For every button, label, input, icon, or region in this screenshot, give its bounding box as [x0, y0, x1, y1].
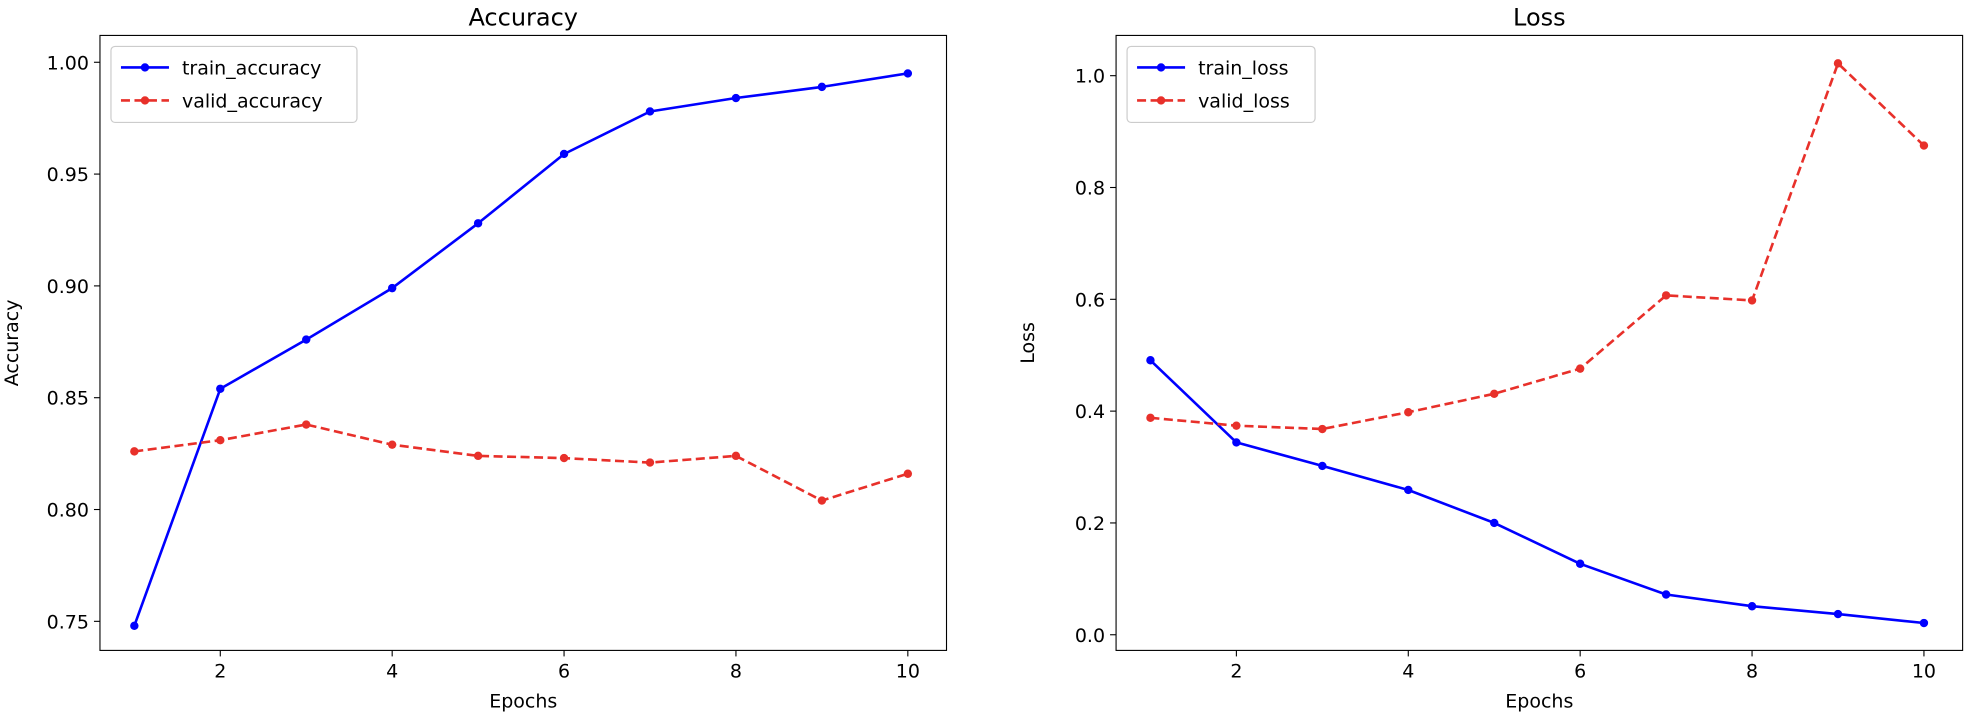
data-point-valid_loss	[1318, 424, 1327, 434]
y-tick-label: 0.90	[47, 276, 89, 298]
data-point-train_accuracy	[731, 93, 741, 103]
series-line-valid_loss	[1150, 62, 1925, 431]
x-tick-label: 4	[1402, 660, 1414, 682]
y-tick-label: 0.6	[1075, 289, 1105, 311]
legend-label-train_loss: train_loss	[1198, 57, 1288, 79]
data-point-train_accuracy	[216, 384, 225, 393]
legend-box	[110, 45, 358, 124]
data-point-valid_accuracy	[817, 496, 827, 505]
series-line-valid_accuracy	[134, 423, 909, 502]
data-point-valid_accuracy	[130, 447, 139, 456]
data-point-train_loss	[1575, 559, 1585, 568]
legend: train_loss valid_loss	[1126, 45, 1316, 124]
y-tick-label: 0.4	[1075, 401, 1105, 423]
series-line-train_loss	[1149, 359, 1925, 625]
x-tick-label: 2	[214, 660, 226, 682]
chart-title: Accuracy	[468, 3, 578, 31]
data-point-train_loss	[1833, 609, 1843, 619]
data-point-train_accuracy	[302, 335, 311, 344]
y-tick-label: 1.00	[47, 52, 89, 74]
chart-title: Loss	[1513, 3, 1566, 31]
x-tick-label: 8	[730, 660, 742, 682]
data-point-train_loss	[1146, 356, 1155, 365]
data-point-valid_accuracy	[559, 453, 569, 463]
y-axis-label: Loss	[1017, 322, 1039, 364]
data-point-valid_accuracy	[302, 420, 311, 429]
data-point-valid_accuracy	[645, 458, 655, 467]
y-tick-label: 0.95	[47, 164, 89, 186]
x-tick-label: 6	[558, 660, 570, 682]
x-tick-label: 10	[896, 660, 920, 682]
data-point-train_loss	[1661, 590, 1671, 599]
y-axis-label: Accuracy	[1, 300, 23, 387]
data-point-valid_accuracy	[731, 451, 741, 461]
legend-marker-train_loss	[1156, 63, 1166, 72]
legend-box	[1126, 45, 1316, 124]
y-tick-label: 0.0	[1075, 625, 1105, 647]
legend-label-valid_accuracy: valid_accuracy	[182, 90, 323, 112]
x-tick-label: 4	[386, 660, 398, 682]
data-point-valid_loss	[1661, 291, 1671, 300]
legend-marker-valid_loss	[1156, 96, 1166, 105]
x-tick-label: 10	[1912, 660, 1936, 682]
data-point-valid_accuracy	[387, 440, 397, 449]
data-point-train_loss	[1318, 461, 1327, 471]
data-point-valid_loss	[1919, 141, 1929, 150]
data-point-train_loss	[1232, 438, 1241, 447]
data-point-valid_accuracy	[473, 451, 483, 461]
data-point-train_accuracy	[130, 621, 139, 631]
data-point-valid_loss	[1747, 296, 1757, 305]
data-point-valid_loss	[1490, 389, 1499, 398]
y-tick-label: 0.75	[47, 611, 89, 633]
data-point-valid_accuracy	[216, 435, 225, 445]
data-point-train_loss	[1490, 518, 1499, 528]
chart-panel-1: 2 4 6 8 10 0.75 0.80 0.85 0.90 0.95 1.00 Accuracy Ep…	[1, 3, 948, 712]
y-tick-label: 0.80	[47, 500, 89, 522]
x-tick-label: 2	[1230, 660, 1242, 682]
data-point-train_accuracy	[559, 149, 569, 159]
x-tick-label: 6	[1574, 660, 1586, 682]
plot-frame	[99, 34, 948, 651]
y-tick-label: 1.0	[1075, 66, 1105, 88]
legend: train_accuracy valid_accuracy	[110, 45, 358, 124]
y-tick-label: 0.2	[1075, 513, 1105, 535]
data-point-valid_loss	[1575, 364, 1585, 373]
data-point-valid_loss	[1232, 421, 1241, 430]
data-point-valid_loss	[1146, 413, 1155, 423]
data-point-train_accuracy	[473, 219, 483, 228]
data-point-valid_loss	[1833, 59, 1843, 68]
y-tick-label: 0.8	[1075, 177, 1105, 199]
data-point-train_loss	[1404, 485, 1413, 495]
data-point-train_accuracy	[645, 107, 655, 116]
series-line-train_accuracy	[133, 72, 909, 627]
data-point-train_accuracy	[903, 69, 913, 78]
data-point-train_loss	[1747, 602, 1757, 611]
data-point-valid_accuracy	[903, 469, 913, 478]
chart-panel-2: 2 4 6 8 10 0.0 0.2 0.4 0.6 0.8 1.0 Loss Epochs Loss tr…	[1017, 3, 1964, 712]
x-axis-label: Epochs	[1505, 690, 1573, 712]
legend-label-valid_loss: valid_loss	[1198, 90, 1290, 112]
x-axis-label: Epochs	[489, 690, 557, 712]
data-point-train_accuracy	[817, 82, 827, 92]
x-tick-label: 8	[1746, 660, 1758, 682]
legend-marker-train_accuracy	[140, 63, 150, 72]
plot-frame	[1115, 34, 1964, 651]
y-tick-label: 0.85	[47, 388, 89, 410]
data-point-train_loss	[1919, 618, 1929, 628]
data-point-train_accuracy	[387, 283, 397, 293]
legend-label-train_accuracy: train_accuracy	[182, 57, 321, 79]
data-point-valid_loss	[1404, 408, 1413, 417]
legend-marker-valid_accuracy	[140, 96, 150, 105]
